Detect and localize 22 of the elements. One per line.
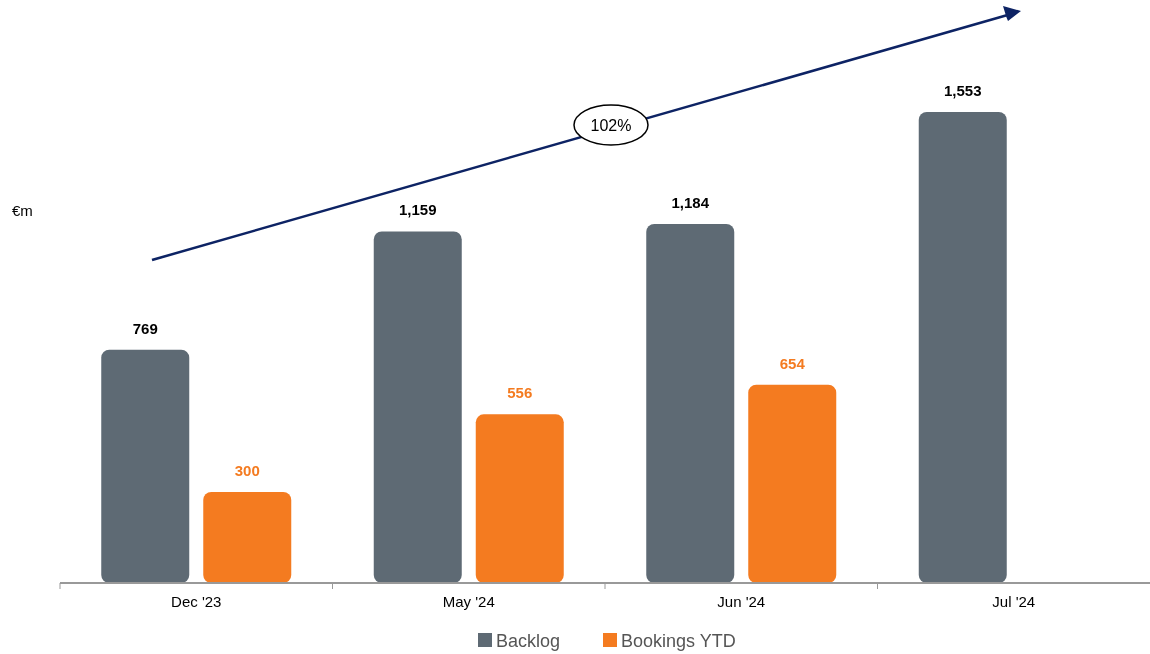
data-label: 556 <box>507 384 533 402</box>
bar <box>748 384 837 583</box>
data-label: 1,159 <box>398 201 437 219</box>
data-label: 654 <box>779 354 806 372</box>
data-label: 1,553 <box>943 82 982 99</box>
data-label: 1,184 <box>671 193 710 211</box>
y-axis-title: €m <box>12 202 33 219</box>
x-tick-label: Jun '24 <box>717 593 766 610</box>
data-label: 300 <box>234 462 260 480</box>
x-tick-label: Dec '23 <box>171 593 222 610</box>
data-label: 769 <box>132 319 158 337</box>
legend-label: Bookings YTD <box>621 631 736 651</box>
bar <box>203 492 292 583</box>
annotation: 102% <box>590 117 632 134</box>
legend-label: Backlog <box>496 631 561 651</box>
bar <box>918 112 1007 583</box>
x-tick-label: May '24 <box>442 593 495 610</box>
bar <box>101 349 190 583</box>
bar <box>373 231 462 583</box>
bar <box>646 223 735 583</box>
x-tick-label: Jul '24 <box>992 593 1036 610</box>
bar <box>475 414 564 583</box>
